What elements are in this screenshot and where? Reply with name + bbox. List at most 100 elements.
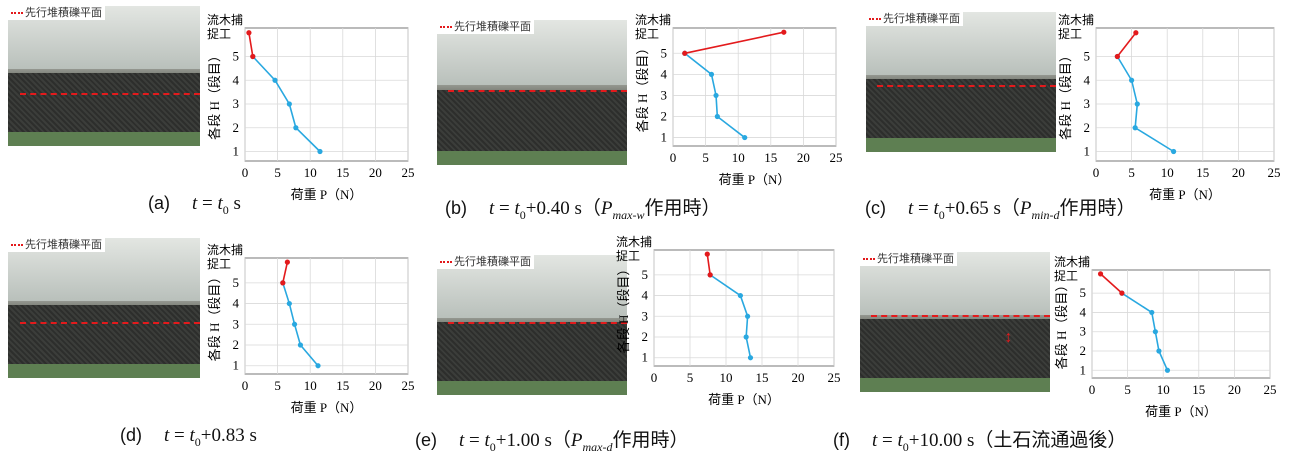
time-offset: +10.00 s（土石流通過後） bbox=[908, 430, 1127, 451]
data-point bbox=[707, 272, 713, 278]
time-offset: +0.40 s（ bbox=[525, 198, 601, 219]
structure-label: 流木捕 bbox=[207, 242, 243, 257]
x-tick-label: 10 bbox=[304, 378, 317, 393]
data-point bbox=[1149, 309, 1155, 316]
x-tick-label: 25 bbox=[402, 165, 415, 180]
experiment-photo: 先行堆積礫平面 bbox=[437, 20, 627, 165]
data-point bbox=[743, 334, 749, 340]
data-point bbox=[250, 53, 256, 60]
time-offset: +0.65 s（ bbox=[944, 198, 1020, 219]
x-tick-label: 15 bbox=[1196, 165, 1209, 180]
panel-label: (b) bbox=[445, 198, 467, 218]
x-tick-label: 15 bbox=[336, 165, 349, 180]
t0-symbol: t bbox=[189, 425, 195, 446]
data-point bbox=[1133, 30, 1139, 36]
data-point bbox=[1164, 367, 1171, 373]
x-tick-label: 20 bbox=[797, 150, 810, 165]
x-axis-title: 荷重 P（N） bbox=[708, 392, 780, 407]
time-symbol: t bbox=[872, 430, 878, 451]
x-tick-label: 5 bbox=[1128, 165, 1135, 180]
time-symbol: t bbox=[489, 198, 495, 219]
data-point bbox=[1132, 125, 1138, 131]
y-tick-label: 4 bbox=[1084, 72, 1091, 87]
series-line-top bbox=[1100, 273, 1123, 294]
data-point bbox=[297, 342, 304, 348]
legend-dash-icon bbox=[440, 261, 452, 264]
data-point bbox=[272, 77, 278, 83]
experiment-photo: 先行堆積礫平面 bbox=[8, 238, 200, 378]
panel-caption: (a) t = t0 s bbox=[148, 193, 241, 218]
structure-label: 流木捕 bbox=[1058, 12, 1094, 27]
load-symbol: P bbox=[1019, 198, 1032, 219]
t0-symbol: t bbox=[933, 198, 939, 219]
x-tick-label: 10 bbox=[1157, 382, 1170, 397]
legend-text: 先行堆積礫平面 bbox=[25, 239, 102, 251]
structure-label: 捉工 bbox=[207, 26, 231, 41]
data-point bbox=[1114, 53, 1120, 60]
flume-rail bbox=[437, 381, 627, 395]
x-tick-label: 15 bbox=[764, 150, 777, 165]
y-tick-label: 2 bbox=[1080, 343, 1087, 358]
panel-caption: (b) t = t0+0.40 s（Pmax-w作用時） bbox=[445, 193, 721, 223]
y-tick-label: 3 bbox=[1084, 96, 1091, 111]
time-offset: +1.00 s（ bbox=[495, 430, 571, 451]
y-tick-label: 2 bbox=[233, 337, 240, 352]
data-point bbox=[708, 71, 715, 77]
load-subscript: max-w bbox=[612, 207, 645, 222]
x-tick-label: 0 bbox=[670, 150, 677, 165]
x-axis-title: 荷重 P（N） bbox=[291, 187, 363, 202]
plot-frame bbox=[244, 257, 409, 375]
equals-sign: = bbox=[913, 198, 934, 219]
x-tick-label: 25 bbox=[402, 378, 415, 393]
deposit-plane-line bbox=[877, 84, 1056, 87]
data-point bbox=[293, 125, 299, 131]
panel-caption: (c) t = t0+0.65 s（Pmin-d作用時） bbox=[865, 193, 1136, 223]
y-axis-title: 各段 H（段目） bbox=[207, 271, 222, 362]
legend-dash-icon bbox=[863, 258, 875, 261]
legend-dash-icon bbox=[11, 12, 23, 15]
y-tick-label: 5 bbox=[661, 45, 668, 60]
y-tick-label: 3 bbox=[233, 96, 240, 111]
x-axis-title: 荷重 P（N） bbox=[291, 400, 363, 415]
structure-label: 流木捕 bbox=[207, 12, 243, 27]
photo-legend: 先行堆積礫平面 bbox=[866, 12, 963, 26]
legend-dash-icon bbox=[869, 18, 881, 21]
deposit-plane-line bbox=[19, 322, 200, 324]
x-tick-label: 15 bbox=[336, 378, 349, 393]
flume-rail bbox=[866, 138, 1056, 152]
caption-tail: 作用時） bbox=[644, 198, 721, 219]
data-point bbox=[737, 292, 743, 299]
legend-dash-icon bbox=[440, 26, 452, 29]
equals-sign: = bbox=[169, 425, 190, 446]
y-tick-label: 5 bbox=[1084, 49, 1091, 64]
y-tick-label: 2 bbox=[661, 109, 668, 124]
y-tick-label: 3 bbox=[233, 316, 240, 331]
t0-subscript: 0 bbox=[489, 439, 496, 454]
deposit-plane-line bbox=[448, 89, 627, 92]
experiment-photo: 先行堆積礫平面 bbox=[437, 255, 627, 395]
x-tick-label: 0 bbox=[651, 370, 658, 385]
load-profile-chart: 0 5 10 15 20 25 1 2 3 4 5 荷重 P（N） 各段 H（段目） 流木捕 捉工 bbox=[1052, 252, 1282, 422]
panel-label: (a) bbox=[148, 193, 170, 213]
x-tick-label: 5 bbox=[687, 370, 694, 385]
data-point bbox=[714, 113, 720, 120]
experiment-photo: 先行堆積礫平面 bbox=[866, 12, 1056, 152]
height-arrow-icon: ↕ bbox=[1004, 329, 1013, 346]
data-point bbox=[745, 313, 751, 319]
series-line-top bbox=[1116, 32, 1137, 57]
data-point bbox=[682, 50, 688, 56]
series-line-top bbox=[706, 254, 711, 275]
structure-label: 捉工 bbox=[1054, 268, 1078, 283]
t0-symbol: t bbox=[514, 198, 520, 219]
flume-rail bbox=[8, 132, 200, 146]
data-point bbox=[317, 148, 323, 155]
plot-frame bbox=[1095, 27, 1275, 162]
deposit-plane-line bbox=[19, 92, 200, 95]
y-tick-label: 5 bbox=[233, 275, 240, 290]
data-point bbox=[286, 101, 292, 107]
y-tick-label: 5 bbox=[233, 49, 240, 64]
panel-caption: (d) t = t0+0.83 s bbox=[120, 425, 257, 450]
x-tick-label: 25 bbox=[1268, 165, 1281, 180]
